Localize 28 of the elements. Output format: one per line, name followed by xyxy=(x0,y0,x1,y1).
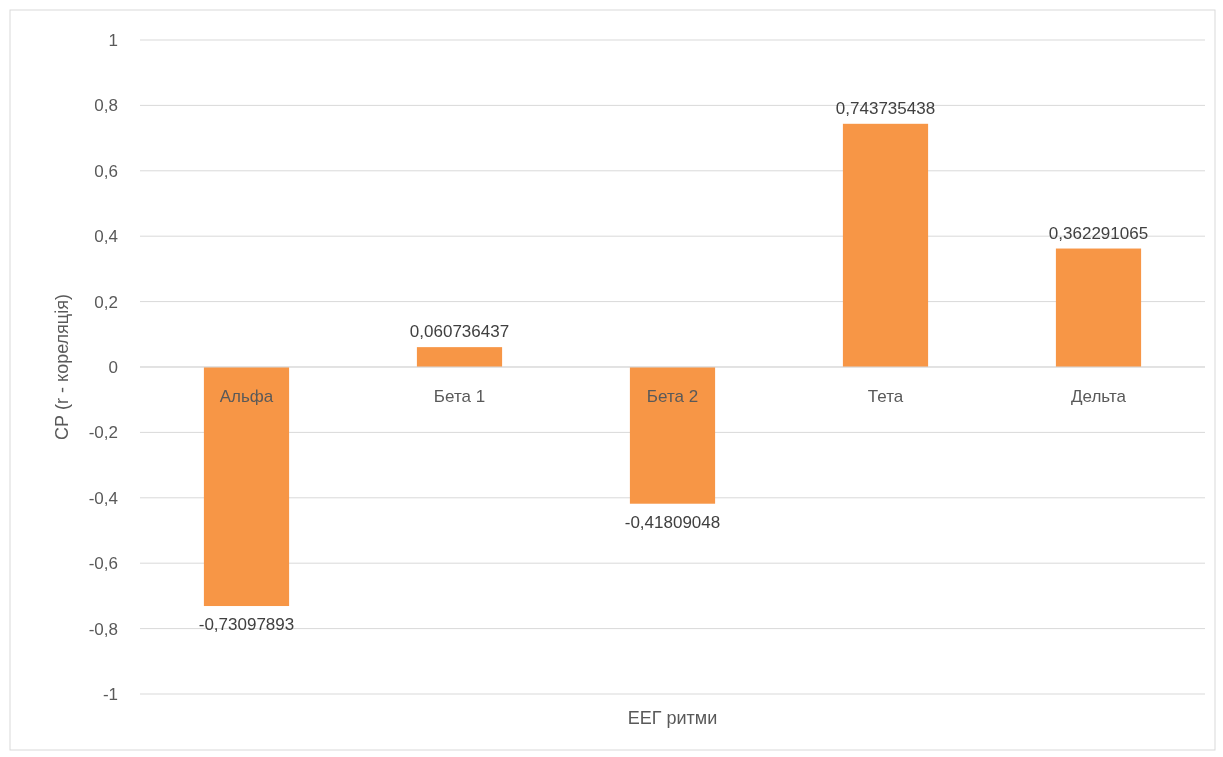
bar xyxy=(1055,248,1142,367)
y-tick-label: 0,6 xyxy=(94,161,118,181)
y-tick-label: -0,6 xyxy=(88,554,118,574)
y-tick-label: 0 xyxy=(108,357,118,377)
data-label: 0,362291065 xyxy=(1048,223,1149,243)
data-label: 0,743735438 xyxy=(835,98,936,118)
x-tick-label: Тета xyxy=(867,387,904,406)
bar xyxy=(416,347,503,367)
x-tick-label: Альфа xyxy=(219,387,274,406)
y-tick-label: 1 xyxy=(108,30,118,50)
x-tick-label: Бета 1 xyxy=(433,387,486,406)
data-label: 0,060736437 xyxy=(409,322,510,342)
y-axis-title: СР (r - кореляція) xyxy=(52,294,72,440)
data-label: -0,41809048 xyxy=(624,512,721,532)
y-tick-label: -1 xyxy=(102,684,118,704)
y-tick-label: 0,4 xyxy=(94,227,118,247)
y-tick-label: -0,4 xyxy=(88,488,118,508)
x-axis-title: ЕЕГ ритми xyxy=(627,708,718,728)
bar xyxy=(203,367,290,607)
bar xyxy=(629,367,716,504)
data-label: -0,73097893 xyxy=(198,615,295,635)
y-tick-label: -0,2 xyxy=(88,423,118,443)
y-tick-label: 0,2 xyxy=(94,292,118,312)
x-tick-label: Бета 2 xyxy=(646,387,699,406)
bar xyxy=(842,123,929,367)
x-tick-label: Дельта xyxy=(1071,387,1127,406)
y-tick-label: -0,8 xyxy=(88,619,118,639)
y-tick-label: 0,8 xyxy=(94,96,118,116)
